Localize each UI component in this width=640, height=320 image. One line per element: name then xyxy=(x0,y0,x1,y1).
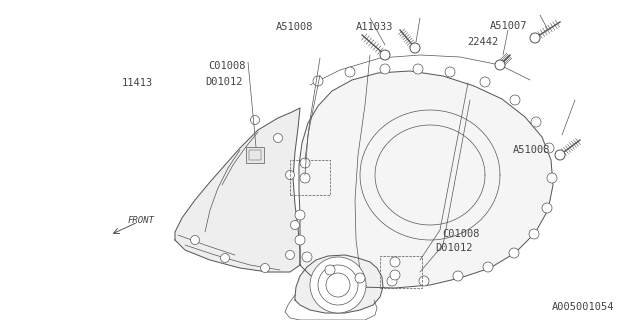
Circle shape xyxy=(380,50,390,60)
Circle shape xyxy=(530,33,540,43)
Circle shape xyxy=(555,150,565,160)
Text: A51008: A51008 xyxy=(513,145,550,156)
Circle shape xyxy=(480,77,490,87)
Circle shape xyxy=(300,158,310,168)
Circle shape xyxy=(302,252,312,262)
Circle shape xyxy=(544,143,554,153)
Circle shape xyxy=(295,210,305,220)
Circle shape xyxy=(531,117,541,127)
Circle shape xyxy=(410,43,420,53)
Circle shape xyxy=(413,64,423,74)
Text: FRONT: FRONT xyxy=(128,216,155,225)
Text: A11033: A11033 xyxy=(356,22,393,32)
Circle shape xyxy=(345,67,355,77)
Circle shape xyxy=(419,276,429,286)
Polygon shape xyxy=(175,108,300,272)
Text: A51007: A51007 xyxy=(490,20,527,31)
Circle shape xyxy=(380,64,390,74)
Circle shape xyxy=(510,95,520,105)
Text: A51008: A51008 xyxy=(276,22,313,32)
Text: 22442: 22442 xyxy=(468,36,499,47)
Circle shape xyxy=(509,248,519,258)
Circle shape xyxy=(542,203,552,213)
Circle shape xyxy=(483,262,493,272)
Circle shape xyxy=(325,265,335,275)
Circle shape xyxy=(355,273,365,283)
Circle shape xyxy=(387,276,397,286)
Circle shape xyxy=(285,251,294,260)
Circle shape xyxy=(313,76,323,86)
Circle shape xyxy=(547,173,557,183)
Text: D01012: D01012 xyxy=(205,76,243,87)
Polygon shape xyxy=(295,255,383,313)
Text: 11413: 11413 xyxy=(122,78,153,88)
Circle shape xyxy=(295,235,305,245)
Circle shape xyxy=(445,67,455,77)
Text: C01008: C01008 xyxy=(209,60,246,71)
Bar xyxy=(380,256,422,288)
Circle shape xyxy=(273,133,282,142)
Circle shape xyxy=(260,263,269,273)
Bar xyxy=(290,160,330,195)
Circle shape xyxy=(191,236,200,244)
Circle shape xyxy=(310,257,366,313)
Circle shape xyxy=(221,253,230,262)
Circle shape xyxy=(300,173,310,183)
Circle shape xyxy=(495,60,505,70)
Circle shape xyxy=(390,270,400,280)
Circle shape xyxy=(285,171,294,180)
Circle shape xyxy=(291,220,300,229)
Circle shape xyxy=(529,229,539,239)
Bar xyxy=(246,147,264,163)
Bar xyxy=(249,150,261,160)
Circle shape xyxy=(453,271,463,281)
Circle shape xyxy=(390,257,400,267)
Text: D01012: D01012 xyxy=(436,243,473,253)
Circle shape xyxy=(250,116,259,124)
Polygon shape xyxy=(299,71,553,288)
Text: A005001054: A005001054 xyxy=(552,302,614,312)
Text: C01008: C01008 xyxy=(442,228,479,239)
